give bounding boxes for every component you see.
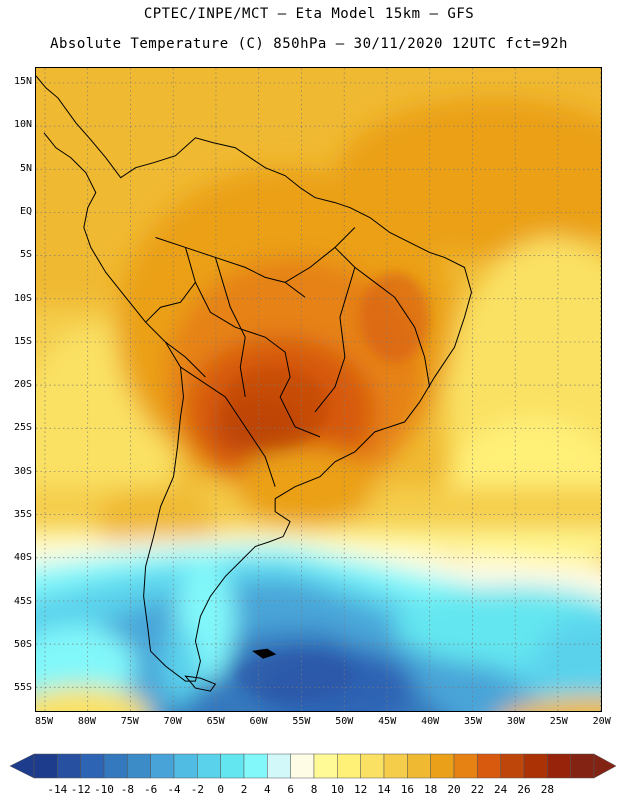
colorbar-cell [243, 753, 268, 779]
title-line-1: CPTEC/INPE/MCT – Eta Model 15km – GFS [143, 6, 475, 22]
colorbar-cell [57, 753, 81, 779]
lat-label: 45S [13, 595, 32, 607]
colorbar-label: -14 [47, 783, 68, 796]
colorbar-cell [570, 753, 595, 779]
lon-label: 20W [592, 716, 611, 727]
colorbar-label: 26 [517, 783, 531, 796]
colorbar-cell [383, 753, 408, 779]
colorbar-label: 28 [540, 783, 554, 796]
lat-lon-grid [36, 68, 601, 711]
colorbar-label: 12 [354, 783, 368, 796]
colorbar-cell [500, 753, 525, 779]
colorbar-label: -2 [190, 783, 204, 796]
coastline [36, 75, 472, 692]
lon-label: 85W [34, 716, 54, 727]
colorbar-label: -8 [120, 783, 134, 796]
colorbar-cell [33, 753, 58, 779]
lat-label: 25S [13, 422, 32, 434]
lat-label: 55S [13, 682, 32, 694]
colorbar-label: -6 [144, 783, 158, 796]
colorbar-cell [127, 753, 151, 779]
colorbar-cell [80, 753, 105, 779]
colorbar-label: 0 [217, 783, 224, 796]
colorbar-cell [477, 753, 501, 779]
lat-label: 15N [13, 76, 32, 87]
colorbar [10, 753, 616, 779]
temperature-map [36, 68, 601, 711]
title-line-2: Absolute Temperature (C) 850hPa – 30/11/… [50, 36, 568, 52]
colorbar-cell [103, 753, 128, 779]
lon-label: 30W [506, 716, 525, 727]
lon-label: 25W [549, 716, 568, 727]
lon-label: 55W [292, 716, 311, 727]
colorbar-label: 18 [424, 783, 438, 796]
lat-label: 40S [13, 552, 32, 564]
colorbar-label: 6 [287, 783, 294, 796]
colorbar-cell [313, 753, 338, 779]
colorbar-label: -10 [94, 783, 114, 796]
colorbar-cell [290, 753, 315, 779]
colorbar-label: 8 [310, 783, 318, 796]
colorbar-label: 16 [400, 783, 414, 796]
lat-label: EQ [19, 205, 32, 217]
colorbar-cell [197, 753, 221, 779]
lon-label: 80W [77, 716, 96, 727]
colorbar-label: 2 [240, 783, 248, 796]
colorbar-cell [337, 753, 361, 779]
lon-label: 45W [378, 716, 397, 727]
lat-label: 5N [19, 162, 32, 174]
colorbar-label: 14 [377, 783, 391, 796]
colorbar-label: 10 [330, 783, 344, 796]
lat-label: 10S [13, 292, 32, 304]
lon-label: 60W [249, 716, 268, 727]
colorbar-cell [220, 753, 245, 779]
colorbar-extend-low [10, 753, 35, 779]
colorbar-cell [453, 753, 478, 779]
colorbar-cell [173, 753, 198, 779]
lat-label: 10N [13, 119, 32, 131]
lon-label: 65W [206, 716, 225, 727]
lon-label: 40W [421, 716, 440, 727]
colorbar-cell [360, 753, 385, 779]
lon-label: 50W [335, 716, 354, 727]
lat-label: 20S [13, 379, 32, 391]
lon-label: 35W [463, 716, 483, 727]
colorbar-label: -12 [70, 783, 91, 796]
lat-label: 5S [19, 249, 32, 261]
lon-label: 70W [163, 716, 182, 727]
lat-label: 35S [13, 509, 32, 520]
colorbar-label: 24 [494, 783, 508, 796]
colorbar-label: 20 [447, 783, 461, 796]
colorbar-label: 22 [470, 783, 484, 796]
temperature-fill [36, 97, 601, 711]
map-frame [35, 67, 602, 712]
colorbar-cell [150, 753, 175, 779]
colorbar-cell [407, 753, 431, 779]
lat-label: 30S [13, 465, 32, 477]
lat-label: 15S [13, 335, 32, 347]
colorbar-extend-high [593, 753, 616, 779]
colorbar-cell [267, 753, 291, 779]
colorbar-cell [523, 753, 548, 779]
lat-label: 50S [13, 638, 32, 650]
colorbar-label: -4 [167, 783, 181, 796]
lon-label: 75W [120, 716, 139, 727]
colorbar-cell [430, 753, 455, 779]
colorbar-label: 4 [264, 783, 271, 796]
colorbar-cell [547, 753, 571, 779]
